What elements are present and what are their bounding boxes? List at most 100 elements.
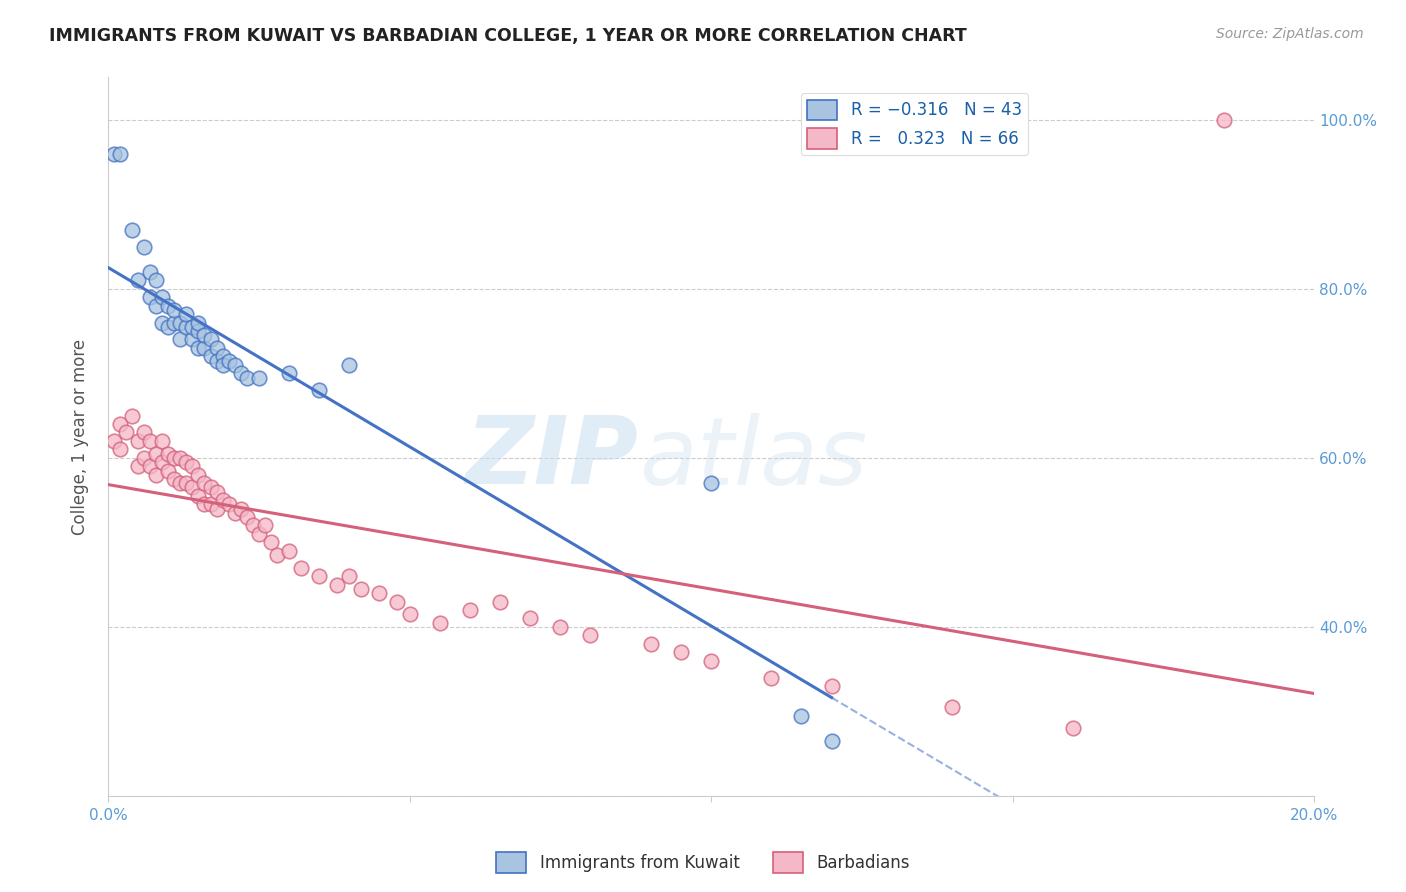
Text: atlas: atlas — [638, 413, 868, 504]
Point — [1062, 722, 1084, 736]
Point — [115, 425, 138, 440]
Point — [205, 484, 228, 499]
Point — [277, 367, 299, 381]
Point — [187, 316, 209, 330]
Point — [163, 450, 186, 465]
Point — [218, 497, 240, 511]
Point — [145, 273, 167, 287]
Point — [669, 645, 692, 659]
Point — [187, 467, 209, 482]
Point — [169, 476, 191, 491]
Point — [163, 316, 186, 330]
Point — [337, 358, 360, 372]
Point — [139, 290, 162, 304]
Point — [260, 535, 283, 549]
Point — [134, 425, 156, 440]
Point — [350, 582, 373, 596]
Point — [187, 324, 209, 338]
Point — [176, 476, 198, 491]
Point — [941, 700, 963, 714]
Point — [337, 569, 360, 583]
Text: ZIP: ZIP — [465, 412, 638, 504]
Point — [163, 302, 186, 317]
Point — [150, 434, 173, 448]
Point — [145, 299, 167, 313]
Point — [193, 497, 215, 511]
Point — [290, 560, 312, 574]
Point — [108, 146, 131, 161]
Point — [145, 447, 167, 461]
Point — [169, 316, 191, 330]
Point — [157, 319, 180, 334]
Point — [150, 316, 173, 330]
Point — [247, 370, 270, 384]
Point — [224, 358, 246, 372]
Y-axis label: College, 1 year or more: College, 1 year or more — [72, 339, 89, 535]
Point — [761, 671, 783, 685]
Point — [157, 299, 180, 313]
Point — [163, 472, 186, 486]
Point — [176, 319, 198, 334]
Point — [187, 489, 209, 503]
Point — [790, 708, 813, 723]
Point — [200, 333, 222, 347]
Point — [519, 611, 541, 625]
Point — [108, 442, 131, 457]
Point — [211, 493, 233, 508]
Point — [640, 637, 662, 651]
Point — [169, 450, 191, 465]
Point — [193, 476, 215, 491]
Point — [458, 603, 481, 617]
Point — [700, 654, 723, 668]
Point — [169, 333, 191, 347]
Point — [121, 409, 143, 423]
Point — [108, 417, 131, 431]
Point — [700, 476, 723, 491]
Point — [134, 450, 156, 465]
Point — [579, 628, 602, 642]
Point — [387, 594, 409, 608]
Point — [247, 527, 270, 541]
Point — [235, 370, 257, 384]
Point — [139, 459, 162, 474]
Point — [127, 459, 149, 474]
Point — [820, 734, 842, 748]
Point — [157, 463, 180, 477]
Point — [187, 341, 209, 355]
Point — [308, 569, 330, 583]
Point — [139, 434, 162, 448]
Point — [103, 146, 125, 161]
Point — [277, 544, 299, 558]
Point — [211, 358, 233, 372]
Text: IMMIGRANTS FROM KUWAIT VS BARBADIAN COLLEGE, 1 YEAR OR MORE CORRELATION CHART: IMMIGRANTS FROM KUWAIT VS BARBADIAN COLL… — [49, 27, 967, 45]
Point — [181, 480, 204, 494]
Point — [242, 518, 264, 533]
Point — [150, 290, 173, 304]
Point — [134, 239, 156, 253]
Point — [181, 459, 204, 474]
Point — [224, 506, 246, 520]
Point — [253, 518, 276, 533]
Legend: R = −0.316   N = 43, R =   0.323   N = 66: R = −0.316 N = 43, R = 0.323 N = 66 — [800, 93, 1028, 155]
Point — [266, 548, 288, 562]
Point — [176, 455, 198, 469]
Point — [200, 480, 222, 494]
Point — [181, 319, 204, 334]
Point — [200, 497, 222, 511]
Point — [193, 341, 215, 355]
Point — [548, 620, 571, 634]
Point — [181, 333, 204, 347]
Point — [127, 273, 149, 287]
Point — [820, 679, 842, 693]
Point — [229, 501, 252, 516]
Legend: Immigrants from Kuwait, Barbadians: Immigrants from Kuwait, Barbadians — [489, 846, 917, 880]
Point — [103, 434, 125, 448]
Point — [145, 467, 167, 482]
Point — [308, 383, 330, 397]
Point — [121, 222, 143, 236]
Text: Source: ZipAtlas.com: Source: ZipAtlas.com — [1216, 27, 1364, 41]
Point — [150, 455, 173, 469]
Point — [398, 607, 420, 622]
Point — [205, 341, 228, 355]
Point — [200, 350, 222, 364]
